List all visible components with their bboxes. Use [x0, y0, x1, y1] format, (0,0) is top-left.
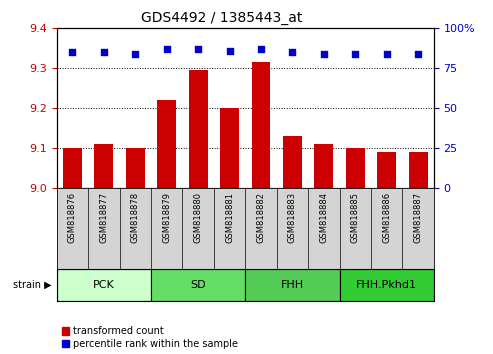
- Bar: [409, 152, 427, 188]
- Bar: [220, 108, 239, 188]
- Bar: [340, 269, 434, 301]
- Text: strain ▶: strain ▶: [13, 280, 52, 290]
- Text: FHH: FHH: [281, 280, 304, 290]
- Text: GSM818878: GSM818878: [131, 192, 140, 243]
- Point: [257, 46, 265, 52]
- Legend: transformed count, percentile rank within the sample: transformed count, percentile rank withi…: [62, 326, 238, 349]
- Point: [320, 51, 328, 57]
- Bar: [346, 148, 365, 188]
- Bar: [283, 136, 302, 188]
- Text: GSM818877: GSM818877: [99, 192, 108, 243]
- Text: GSM818883: GSM818883: [288, 192, 297, 243]
- Text: GSM818887: GSM818887: [414, 192, 423, 243]
- Point: [100, 50, 108, 55]
- Point: [131, 51, 139, 57]
- Text: GSM818886: GSM818886: [382, 192, 391, 243]
- Bar: [251, 62, 270, 188]
- Point: [383, 51, 390, 57]
- Text: GSM818882: GSM818882: [256, 192, 266, 243]
- Bar: [151, 269, 245, 301]
- Bar: [126, 148, 145, 188]
- Text: SD: SD: [190, 280, 206, 290]
- Text: GDS4492 / 1385443_at: GDS4492 / 1385443_at: [141, 11, 303, 25]
- Text: GSM818881: GSM818881: [225, 192, 234, 243]
- Bar: [377, 152, 396, 188]
- Bar: [57, 269, 151, 301]
- Bar: [189, 70, 208, 188]
- Point: [69, 50, 76, 55]
- Point: [288, 50, 296, 55]
- Text: GSM818876: GSM818876: [68, 192, 77, 243]
- Text: FHH.Pkhd1: FHH.Pkhd1: [356, 280, 417, 290]
- Bar: [245, 269, 340, 301]
- Text: GSM818880: GSM818880: [194, 192, 203, 243]
- Point: [163, 46, 171, 52]
- Point: [226, 48, 234, 53]
- Bar: [94, 144, 113, 188]
- Point: [352, 51, 359, 57]
- Text: GSM818885: GSM818885: [351, 192, 360, 243]
- Point: [414, 51, 422, 57]
- Text: GSM818879: GSM818879: [162, 192, 171, 243]
- Bar: [63, 148, 82, 188]
- Bar: [315, 144, 333, 188]
- Point: [194, 46, 202, 52]
- Text: PCK: PCK: [93, 280, 115, 290]
- Text: GSM818884: GSM818884: [319, 192, 328, 243]
- Bar: [157, 100, 176, 188]
